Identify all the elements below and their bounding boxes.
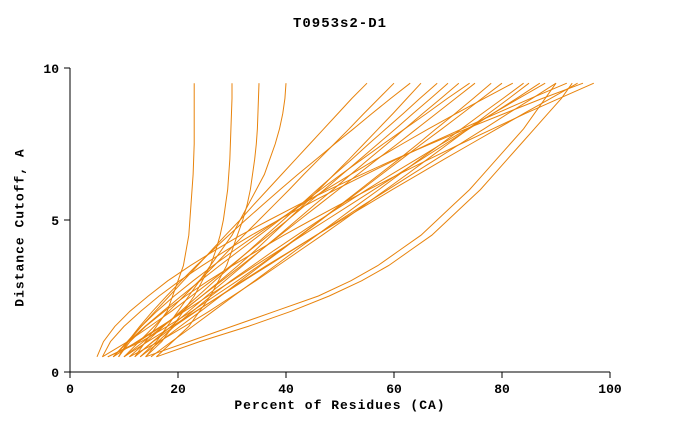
- data-line: [145, 82, 557, 358]
- data-line: [156, 83, 260, 358]
- data-line: [129, 82, 438, 358]
- data-line: [123, 82, 476, 358]
- x-tick-label: 80: [494, 382, 510, 397]
- data-line: [156, 82, 573, 358]
- data-line: [150, 82, 524, 358]
- data-line: [134, 82, 460, 358]
- data-line: [139, 83, 287, 358]
- y-tick-label: 10: [43, 62, 59, 77]
- data-line: [96, 82, 584, 357]
- x-tick-label: 0: [66, 382, 74, 397]
- data-line: [134, 82, 578, 358]
- data-line: [118, 82, 595, 358]
- chart-title: T0953s2-D1: [292, 16, 387, 32]
- x-tick-label: 40: [278, 382, 294, 397]
- data-line: [112, 82, 368, 358]
- x-axis-label: Percent of Residues (CA): [234, 398, 446, 413]
- data-line: [123, 82, 395, 358]
- x-tick-label: 100: [598, 382, 622, 397]
- y-tick-label: 0: [51, 366, 59, 381]
- x-tick-label: 20: [170, 382, 186, 397]
- data-line: [134, 83, 195, 358]
- data-line: [112, 82, 541, 358]
- data-line: [139, 82, 503, 358]
- data-line: [112, 82, 470, 358]
- data-line: [102, 82, 449, 358]
- data-line: [107, 82, 422, 358]
- data-line: [145, 82, 546, 358]
- data-line: [101, 82, 567, 358]
- data-line: [118, 82, 411, 358]
- data-line: [123, 82, 557, 358]
- x-tick-label: 60: [386, 382, 402, 397]
- y-tick-label: 5: [51, 214, 59, 229]
